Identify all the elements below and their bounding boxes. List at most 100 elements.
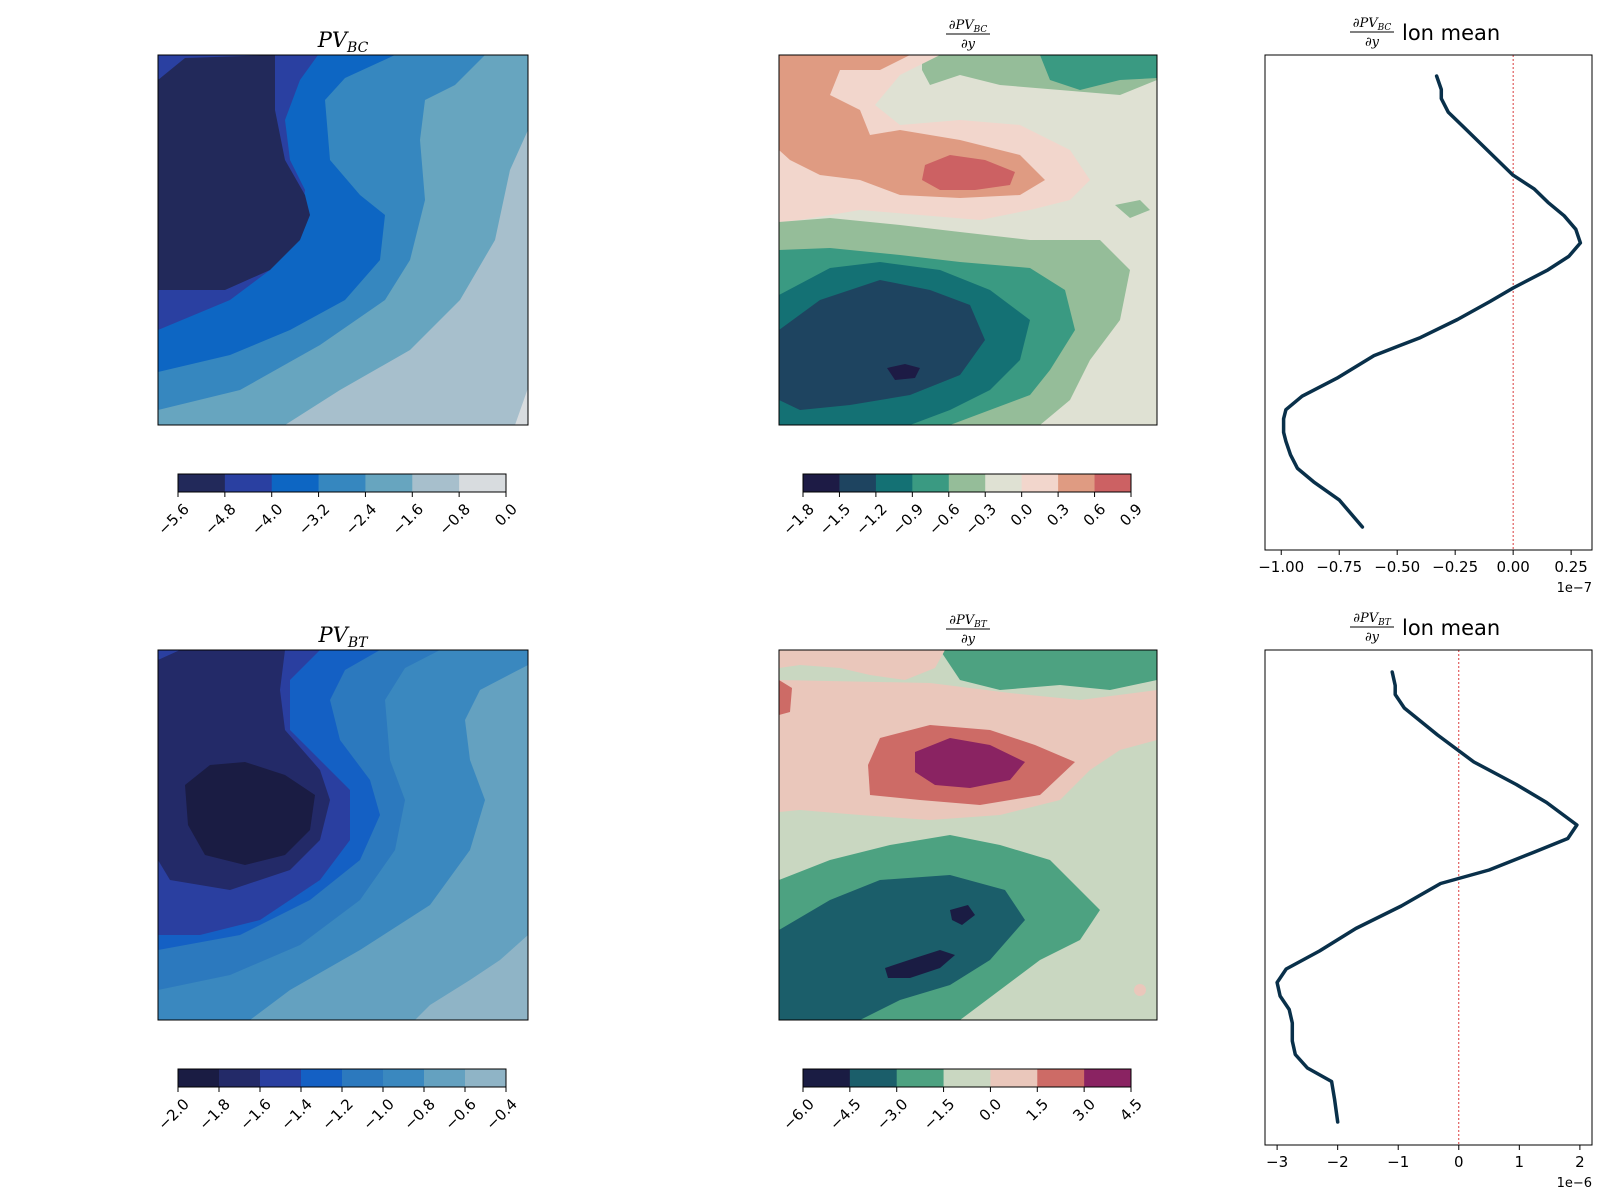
colorbar-tick-label: −4.5: [826, 1095, 864, 1133]
x-tick-label: 0.25: [1554, 558, 1587, 576]
colorbar-swatch: [178, 474, 226, 492]
plot-frame: [1264, 649, 1593, 1146]
colorbar-tick-label: −0.3: [962, 500, 1000, 538]
svg-text:∂PVBC: ∂PVBC: [1353, 16, 1392, 33]
panel-title-dpv-bc-lon-mean: ∂PVBC ∂y lon mean: [1350, 16, 1500, 50]
svg-text:lon mean: lon mean: [1402, 616, 1500, 640]
colorbar-tick-label: −0.6: [441, 1095, 479, 1133]
contour-level-1: [185, 762, 315, 865]
svg-text:∂y: ∂y: [1365, 630, 1380, 645]
svg-text:∂y: ∂y: [961, 37, 976, 52]
x-tick-label: −1: [1387, 1153, 1409, 1171]
svg-text:∂PVBT: ∂PVBT: [1353, 611, 1391, 628]
contour-level-pos3: [922, 155, 1015, 190]
colorbar-swatch: [224, 474, 273, 492]
colorbar-swatch: [271, 474, 320, 492]
colorbar-swatch: [839, 474, 877, 492]
colorbar-tick-label: −1.8: [779, 500, 817, 538]
colorbar-swatch: [943, 1069, 991, 1087]
contour-level-neg1-patch: [1115, 200, 1150, 218]
contour-field-pv-bt: [158, 650, 528, 1020]
panel-title-pv-bt: PVBT: [318, 623, 370, 651]
colorbar-swatch: [465, 1069, 507, 1087]
panel-dpv-bt-lon-mean: ∂PVBT ∂y lon mean −3 −2 −1 0 1 2 1e−6: [1264, 611, 1593, 1191]
colorbar-tick-label: −0.4: [482, 1095, 520, 1133]
series-line: [1281, 74, 1583, 529]
colorbar-swatch: [1094, 474, 1132, 492]
contour-level-neg4: [885, 950, 955, 978]
colorbar-tick-label: 0.3: [1043, 500, 1073, 530]
colorbar-swatch: [1021, 474, 1059, 492]
plot-frame: [1264, 54, 1593, 551]
colorbar-swatch: [875, 474, 913, 492]
contour-level-pos1-top: [779, 650, 945, 680]
colorbar-swatch: [260, 1069, 302, 1087]
colorbar-tick-label: −3.0: [873, 1095, 911, 1133]
colorbar-tick-label: −2.0: [154, 1095, 192, 1133]
colorbar-swatch: [301, 1069, 343, 1087]
colorbar-swatch: [912, 474, 950, 492]
colorbar-swatch: [178, 1069, 220, 1087]
panel-title-dpv-bc: ∂PVBC ∂y: [946, 18, 990, 52]
colorbar-frame: [802, 1068, 1132, 1088]
colorbar-swatch: [383, 1069, 425, 1087]
contour-level-neg4-patch: [950, 905, 975, 925]
colorbar-swatch: [412, 474, 460, 492]
contour-field-dpv-bc: [779, 55, 1157, 425]
contour-level-pos2-edge: [779, 680, 792, 715]
plot-frame: [778, 649, 1158, 1021]
colorbar-frame: [802, 473, 1132, 493]
panel-dpv-bt: ∂PVBT ∂y −6.0 −4.5 −3.0 −1.5 0.0 1.5 3.0 4.5: [778, 613, 1158, 1134]
colorbar-tick-label: −6.0: [779, 1095, 817, 1133]
colorbar-tick-label: −0.8: [400, 1095, 438, 1133]
colorbar-tick-label: 0.0: [491, 500, 521, 530]
colorbar-pv-bt: −2.0 −1.8 −1.6 −1.4 −1.2 −1.0 −0.8 −0.6 −0.4: [154, 1068, 521, 1134]
colorbar-tick-label: 0.0: [1007, 500, 1037, 530]
colorbar-swatch: [219, 1069, 261, 1087]
colorbar-tick-label: 0.9: [1116, 500, 1146, 530]
x-tick-label: −0.75: [1316, 558, 1362, 576]
contour-field-dpv-bt: [779, 650, 1157, 1020]
colorbar-tick-label: −1.0: [359, 1095, 397, 1133]
colorbar-tick-label: −2.4: [342, 500, 380, 538]
colorbar-swatch: [424, 1069, 466, 1087]
colorbar-swatch: [1084, 1069, 1132, 1087]
colorbar-swatch: [803, 1069, 851, 1087]
colorbar-tick-label: 0.0: [976, 1095, 1006, 1125]
x-tick-label: −3: [1266, 1153, 1288, 1171]
x-tick-label: 0.00: [1496, 558, 1529, 576]
plot-frame: [157, 54, 529, 426]
colorbar-tick-label: 3.0: [1069, 1095, 1099, 1125]
contour-level-1: [158, 55, 310, 290]
colorbar-swatch: [849, 1069, 898, 1087]
colorbar-dpv-bc: −1.8−1.5−1.2−0.9−0.6−0.3 0.0 0.3 0.6 0.9: [779, 473, 1146, 539]
x-tick-label: −2: [1327, 1153, 1349, 1171]
colorbar-swatch: [318, 474, 366, 492]
plot-frame: [778, 54, 1158, 426]
x-tick-label: −0.25: [1432, 558, 1478, 576]
colorbar-tick-label: −0.8: [435, 500, 473, 538]
colorbar-tick-label: −1.2: [852, 500, 890, 538]
colorbar-swatch: [948, 474, 986, 492]
series-line: [1275, 670, 1579, 1124]
colorbar-tick-label: −4.8: [201, 500, 239, 538]
panel-title-dpv-bt: ∂PVBT ∂y: [946, 613, 990, 647]
svg-text:∂PVBC: ∂PVBC: [949, 18, 988, 35]
svg-text:lon mean: lon mean: [1402, 21, 1500, 45]
colorbar-tick-label: 0.6: [1080, 500, 1110, 530]
colorbar-tick-label: −4.0: [248, 500, 286, 538]
plot-frame: [157, 649, 529, 1021]
x-tick-label: −1.00: [1258, 558, 1304, 576]
colorbar-swatch: [803, 474, 840, 492]
line-plot-bc: −1.00 −0.75 −0.50 −0.25 0.00 0.25 1e−7: [1258, 54, 1593, 596]
colorbar-tick-label: −1.5: [816, 500, 854, 538]
line-plot-bt: −3 −2 −1 0 1 2 1e−6: [1264, 649, 1593, 1191]
panel-title-dpv-bt-lon-mean: ∂PVBT ∂y lon mean: [1350, 611, 1500, 645]
axis-exponent-label: 1e−6: [1557, 1176, 1592, 1191]
colorbar-tick-label: −0.6: [925, 500, 963, 538]
x-tick-label: −0.50: [1374, 558, 1420, 576]
colorbar-tick-label: −1.5: [920, 1095, 958, 1133]
contour-level-pos1-patch: [1134, 984, 1146, 996]
colorbar-swatch: [990, 1069, 1038, 1087]
colorbar-tick-label: 1.5: [1022, 1095, 1052, 1125]
